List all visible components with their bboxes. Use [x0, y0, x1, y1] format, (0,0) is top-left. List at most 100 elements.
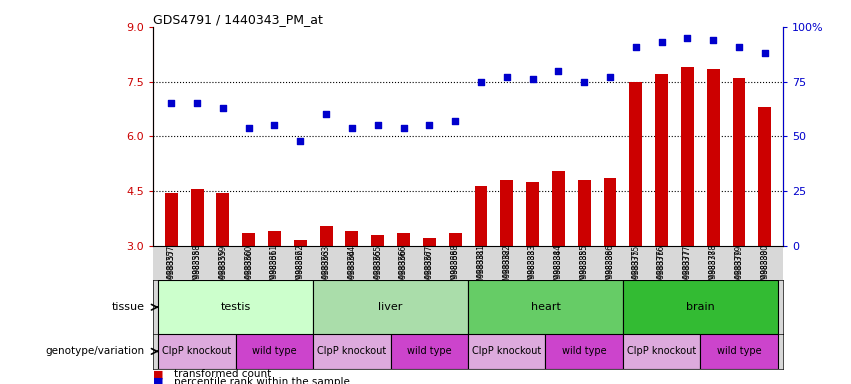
Text: GSM988366: GSM988366 — [399, 248, 408, 295]
Text: ClpP knockout: ClpP knockout — [317, 346, 386, 356]
Bar — [475, 185, 488, 246]
Bar — [552, 171, 565, 246]
Point — [242, 124, 255, 131]
Bar — [681, 67, 694, 246]
Text: GSM988363: GSM988363 — [322, 248, 330, 295]
Point — [577, 79, 591, 85]
Bar — [391, 334, 468, 369]
Text: wild type: wild type — [407, 346, 452, 356]
Point — [706, 37, 720, 43]
Text: genotype/variation: genotype/variation — [46, 346, 145, 356]
Text: GSM988362: GSM988362 — [296, 248, 305, 295]
Bar — [448, 233, 461, 246]
Point — [732, 43, 745, 50]
Point — [319, 111, 333, 118]
Bar — [623, 280, 778, 334]
Bar — [371, 235, 384, 246]
Text: wild type: wild type — [562, 346, 607, 356]
Text: ClpP knockout: ClpP knockout — [472, 346, 541, 356]
Bar — [346, 231, 358, 246]
Text: GSM988384: GSM988384 — [554, 248, 563, 295]
Point — [448, 118, 462, 124]
Bar — [707, 69, 720, 246]
Bar — [526, 182, 539, 246]
Text: GSM988380: GSM988380 — [760, 248, 769, 295]
Text: GSM988377: GSM988377 — [683, 248, 692, 295]
Bar — [603, 178, 616, 246]
Text: GSM988379: GSM988379 — [734, 248, 744, 295]
Bar — [243, 233, 255, 246]
Point — [603, 74, 617, 80]
Bar — [623, 334, 700, 369]
Point — [397, 124, 410, 131]
Text: percentile rank within the sample: percentile rank within the sample — [174, 377, 351, 384]
Bar — [268, 231, 281, 246]
Bar — [320, 226, 333, 246]
Point — [294, 137, 307, 144]
Bar — [630, 82, 643, 246]
Point — [654, 39, 668, 45]
Bar — [397, 233, 410, 246]
Text: GSM988368: GSM988368 — [451, 248, 460, 295]
Text: GSM988360: GSM988360 — [244, 248, 254, 295]
Bar — [313, 280, 468, 334]
Text: wild type: wild type — [252, 346, 297, 356]
Bar — [191, 189, 203, 246]
Text: testis: testis — [220, 302, 251, 312]
Text: GSM988382: GSM988382 — [502, 248, 511, 295]
Bar — [158, 334, 236, 369]
Bar — [733, 78, 745, 246]
Text: transformed count: transformed count — [174, 369, 271, 379]
Text: liver: liver — [379, 302, 403, 312]
Text: GSM988376: GSM988376 — [657, 248, 666, 295]
Point — [526, 76, 540, 83]
Text: ClpP knockout: ClpP knockout — [627, 346, 696, 356]
Point — [371, 122, 385, 128]
Text: GSM988358: GSM988358 — [192, 248, 202, 295]
Point — [216, 105, 230, 111]
Point — [551, 68, 565, 74]
Text: tissue: tissue — [111, 302, 145, 312]
Text: GSM988365: GSM988365 — [374, 248, 382, 295]
Point — [474, 79, 488, 85]
Text: GSM988361: GSM988361 — [270, 248, 279, 295]
Bar — [294, 240, 306, 246]
Point — [268, 122, 282, 128]
Text: GSM988385: GSM988385 — [580, 248, 589, 295]
Point — [164, 101, 178, 107]
Bar — [758, 107, 771, 246]
Point — [758, 50, 772, 56]
Text: GSM988378: GSM988378 — [709, 248, 717, 295]
Point — [500, 74, 513, 80]
Text: ClpP knockout: ClpP knockout — [163, 346, 231, 356]
Text: brain: brain — [686, 302, 715, 312]
Bar — [700, 334, 778, 369]
Text: GSM988357: GSM988357 — [167, 248, 176, 295]
Bar — [578, 180, 591, 246]
Text: wild type: wild type — [717, 346, 762, 356]
Bar — [158, 280, 313, 334]
Bar — [216, 193, 229, 246]
Text: heart: heart — [530, 302, 561, 312]
Text: GSM988367: GSM988367 — [425, 248, 434, 295]
Point — [681, 35, 694, 41]
Bar — [468, 334, 545, 369]
Text: GSM988386: GSM988386 — [606, 248, 614, 295]
Bar — [655, 74, 668, 246]
Text: GSM988359: GSM988359 — [219, 248, 227, 295]
Point — [423, 122, 437, 128]
Bar — [500, 180, 513, 246]
Text: ■: ■ — [153, 377, 163, 384]
Bar — [423, 238, 436, 246]
Text: GDS4791 / 1440343_PM_at: GDS4791 / 1440343_PM_at — [153, 13, 323, 26]
Text: GSM988364: GSM988364 — [347, 248, 357, 295]
Text: GSM988381: GSM988381 — [477, 248, 485, 295]
Text: ■: ■ — [153, 369, 163, 379]
Point — [629, 43, 643, 50]
Bar — [545, 334, 623, 369]
Bar — [468, 280, 623, 334]
Bar — [313, 334, 391, 369]
Bar — [165, 193, 178, 246]
Bar — [236, 334, 313, 369]
Point — [346, 124, 359, 131]
